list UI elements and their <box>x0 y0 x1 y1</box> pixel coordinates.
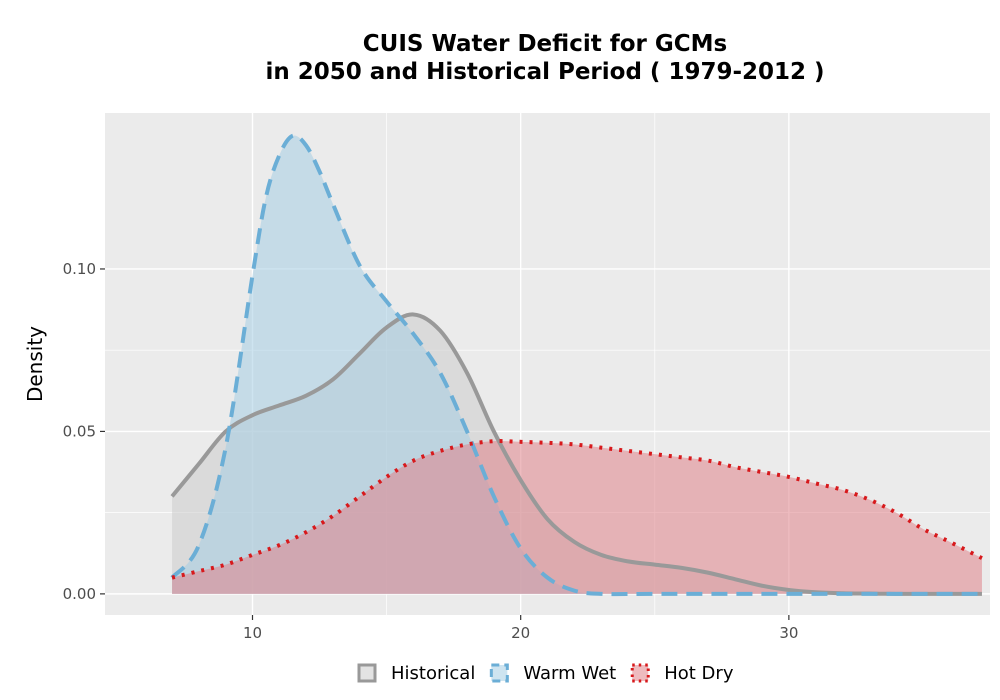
area-hot-dry <box>172 441 982 594</box>
x-tick-label: 20 <box>511 624 530 642</box>
line-warm-wet <box>170 133 982 597</box>
legend-item-warm-wet: Warm Wet <box>489 663 616 684</box>
density-areas <box>172 135 982 595</box>
y-axis-title: Density <box>23 326 47 402</box>
y-tick-label: 0.10 <box>63 260 96 278</box>
legend-key-historical <box>357 663 377 683</box>
y-tick-label: 0.05 <box>63 422 96 440</box>
x-tick-label: 10 <box>243 624 262 642</box>
axes: 10 20 30 0.00 0.05 0.10 <box>63 260 799 642</box>
chart-title: CUIS Water Deficit for GCMs in 2050 and … <box>100 30 990 86</box>
legend-label-hot-dry: Hot Dry <box>664 663 734 684</box>
y-tick-label: 0.00 <box>63 585 96 603</box>
legend-key-warm-wet <box>489 663 509 683</box>
line-hot-dry <box>171 439 983 580</box>
chart-title-line-2: in 2050 and Historical Period ( 1979-201… <box>265 59 825 85</box>
legend-label-historical: Historical <box>391 663 475 684</box>
chart-title-line-1: CUIS Water Deficit for GCMs <box>362 31 728 57</box>
density-lines <box>170 133 983 597</box>
legend-label-warm-wet: Warm Wet <box>523 663 616 684</box>
x-tick-label: 30 <box>779 624 798 642</box>
legend: Historical Warm Wet Hot Dry <box>357 663 734 684</box>
legend-item-historical: Historical <box>357 663 475 684</box>
legend-key-hot-dry <box>630 663 650 683</box>
area-warm-wet <box>172 135 982 595</box>
legend-item-hot-dry: Hot Dry <box>630 663 734 684</box>
